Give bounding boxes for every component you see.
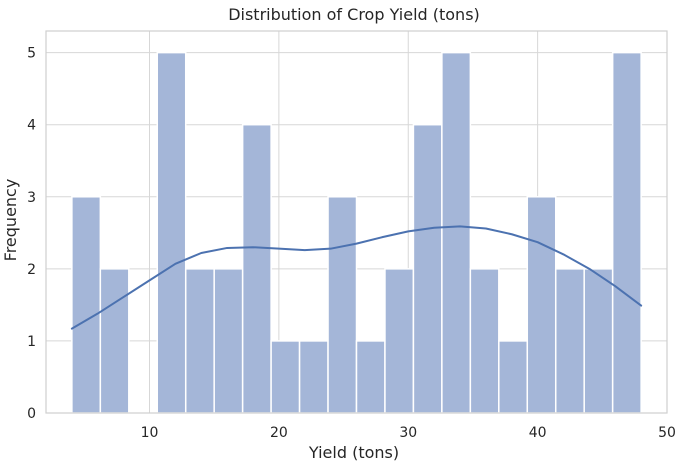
histogram-bar bbox=[241, 123, 272, 414]
histogram-bar bbox=[526, 196, 557, 414]
y-tick-label: 0 bbox=[27, 406, 36, 422]
histogram-bar bbox=[156, 51, 187, 414]
histogram-bar bbox=[384, 268, 415, 414]
histogram-bar bbox=[469, 268, 500, 414]
y-tick-label: 1 bbox=[27, 334, 36, 350]
histogram-bar bbox=[213, 268, 244, 414]
plot-frame bbox=[45, 30, 668, 414]
histogram-bar bbox=[441, 51, 472, 414]
histogram-bar bbox=[611, 51, 642, 414]
histogram-bar bbox=[327, 196, 358, 414]
histogram-bars bbox=[71, 51, 642, 414]
histogram-bar bbox=[71, 196, 102, 414]
x-axis-label: Yield (tons) bbox=[308, 443, 399, 462]
histogram-bar bbox=[270, 340, 301, 414]
histogram-bar bbox=[298, 340, 329, 414]
y-tick-label: 5 bbox=[27, 46, 36, 62]
histogram-bar bbox=[355, 340, 386, 414]
x-tick-label: 40 bbox=[529, 425, 547, 441]
y-tick-label: 2 bbox=[27, 262, 36, 278]
histogram-bar bbox=[554, 268, 585, 414]
histogram-bar bbox=[412, 123, 443, 414]
x-tick-label: 20 bbox=[270, 425, 288, 441]
x-tick-labels: 10 20 30 40 50 bbox=[141, 425, 676, 441]
y-tick-label: 3 bbox=[27, 190, 36, 206]
histogram-bar bbox=[583, 268, 614, 414]
x-tick-label: 50 bbox=[658, 425, 676, 441]
x-tick-label: 30 bbox=[399, 425, 417, 441]
y-tick-label: 4 bbox=[27, 118, 36, 134]
y-axis-label: Frequency bbox=[1, 179, 20, 262]
chart-title: Distribution of Crop Yield (tons) bbox=[228, 5, 480, 24]
y-tick-labels: 0 1 2 3 4 5 bbox=[27, 46, 36, 422]
histogram-bar bbox=[184, 268, 215, 414]
x-tick-label: 10 bbox=[141, 425, 159, 441]
histogram-bar bbox=[498, 340, 529, 414]
kde-curve bbox=[70, 225, 643, 330]
histogram-bar bbox=[99, 268, 130, 414]
